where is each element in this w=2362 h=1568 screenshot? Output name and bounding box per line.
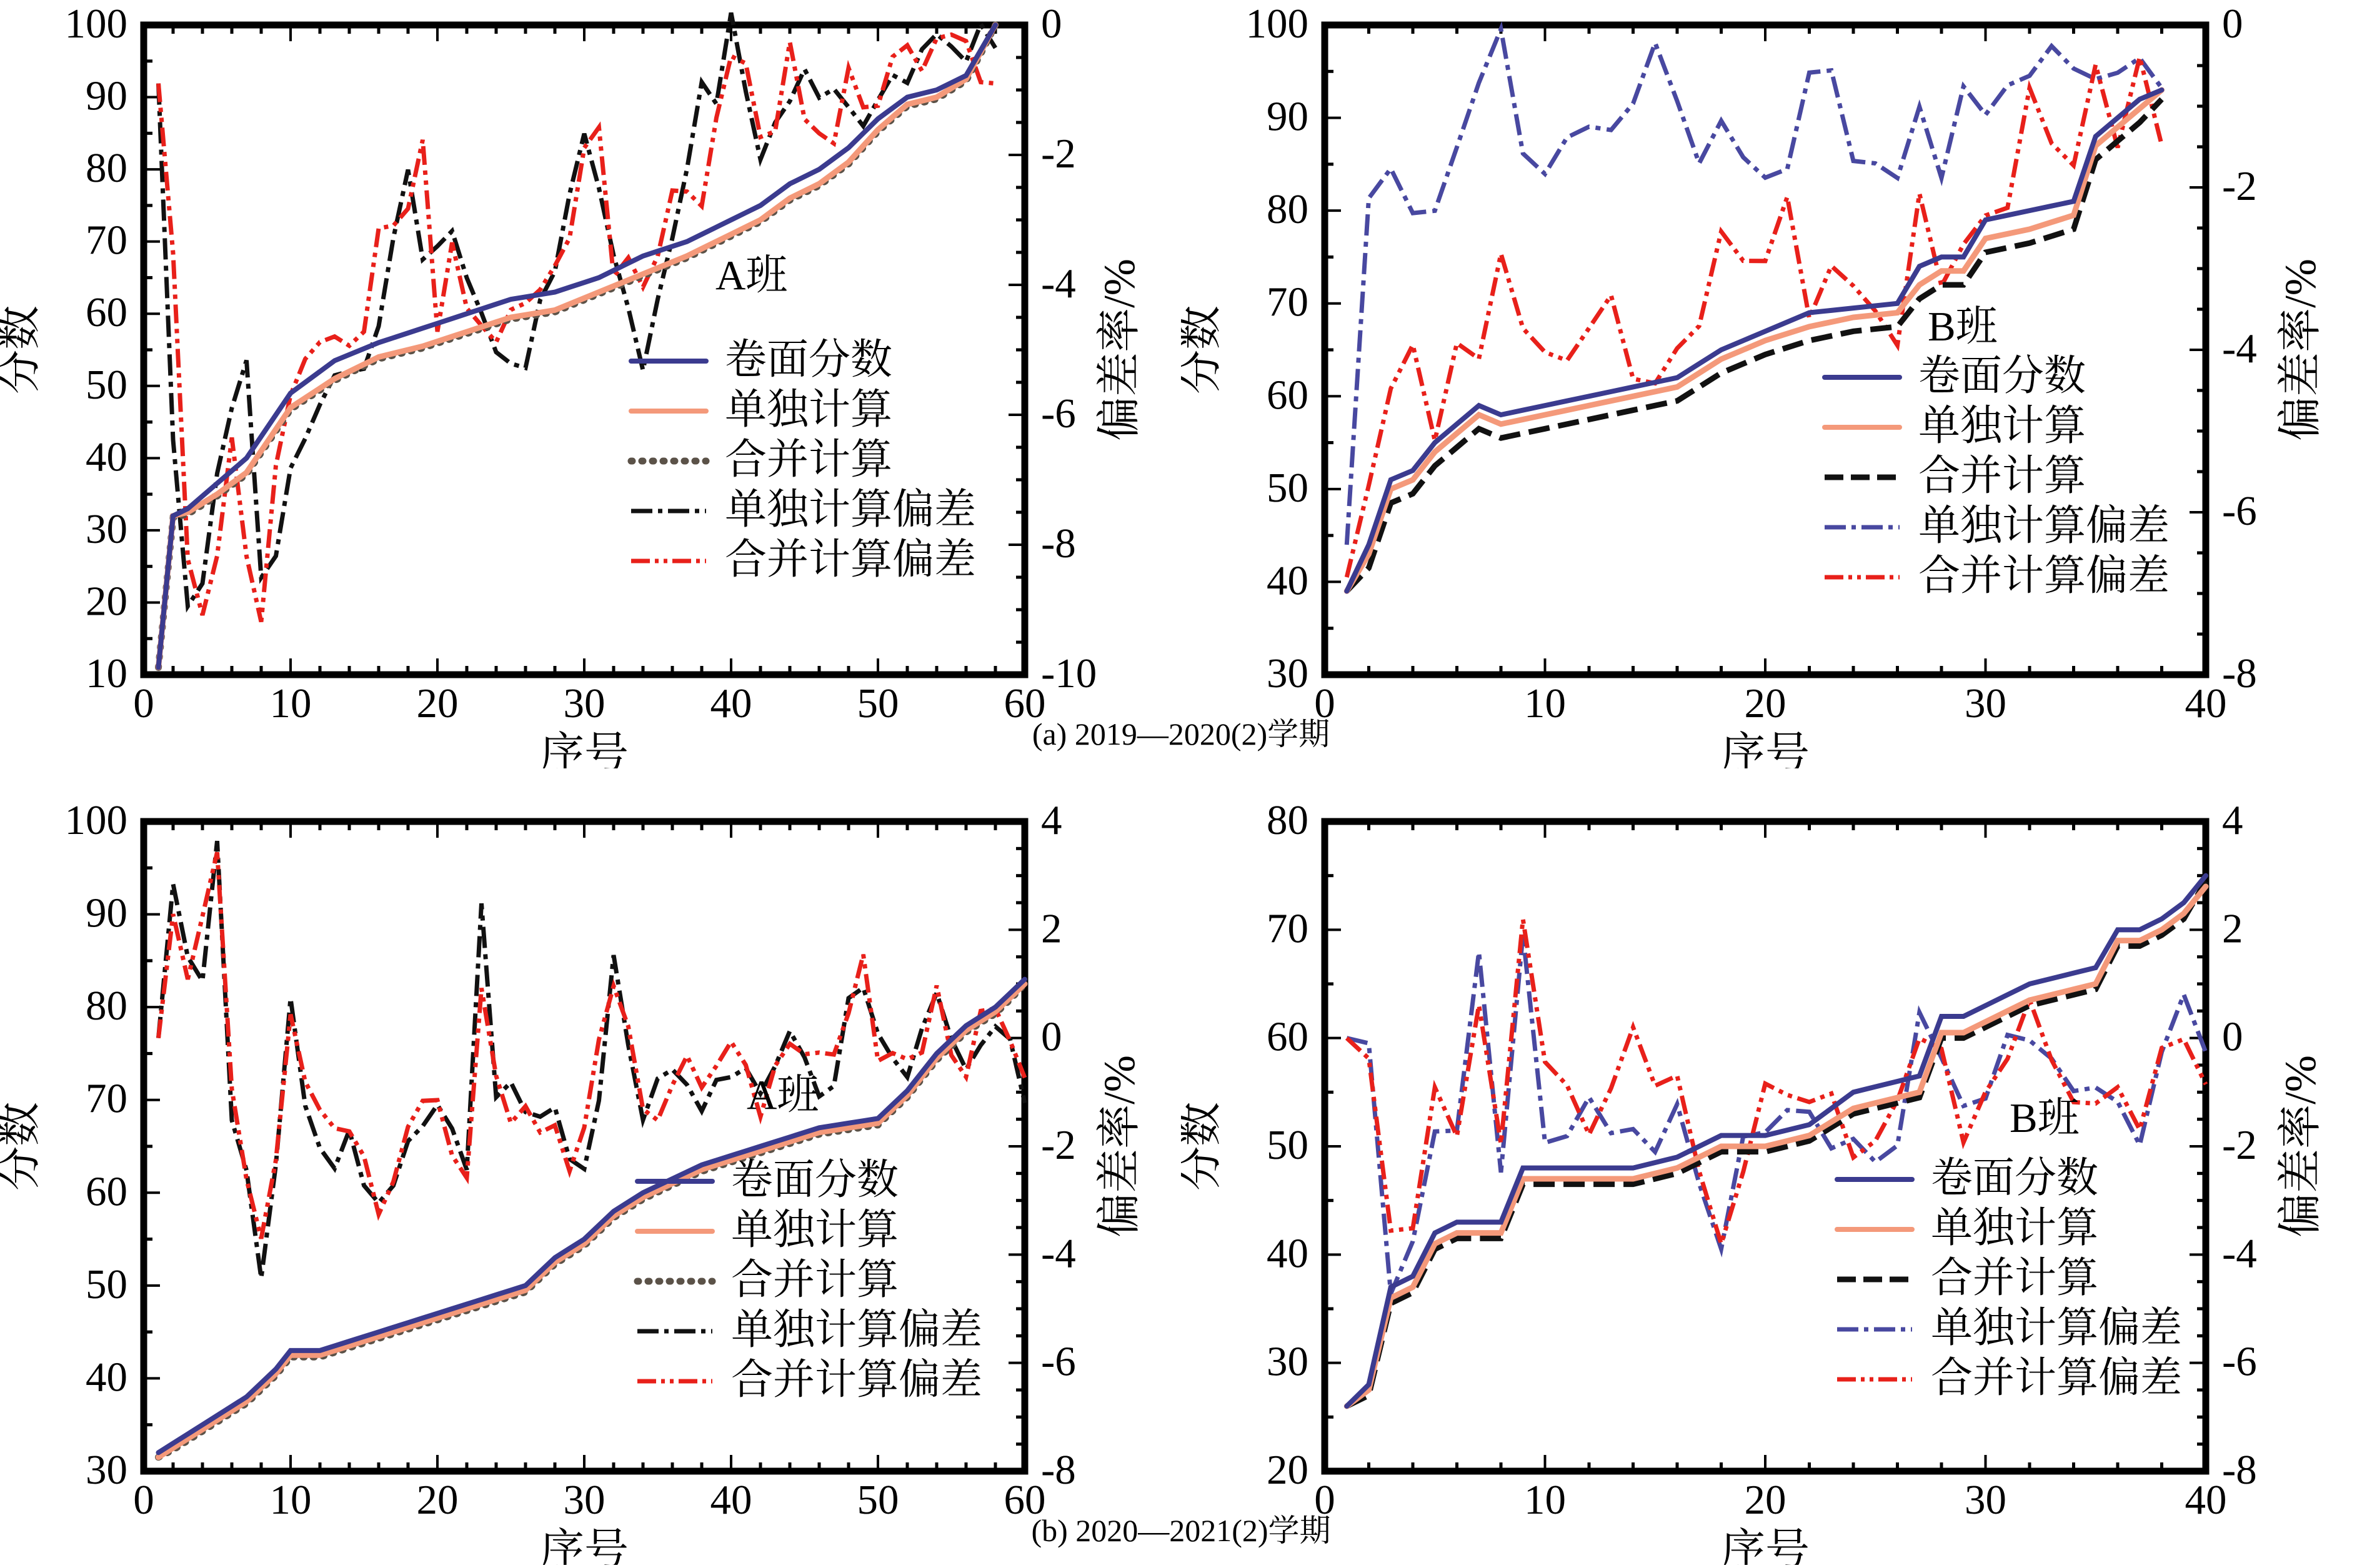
svg-text:-6: -6 (1041, 1339, 1076, 1385)
svg-text:偏差率/%: 偏差率/% (1095, 1055, 1144, 1238)
svg-text:单独计算: 单独计算 (1931, 1205, 2098, 1251)
svg-text:100: 100 (65, 797, 128, 843)
svg-text:100: 100 (65, 1, 128, 47)
svg-text:-4: -4 (2222, 325, 2257, 372)
svg-text:合并计算偏差: 合并计算偏差 (731, 1357, 982, 1403)
svg-text:-6: -6 (1041, 390, 1076, 437)
svg-text:70: 70 (1267, 905, 1308, 951)
svg-text:卷面分数: 卷面分数 (1918, 353, 2086, 399)
svg-text:2: 2 (1041, 905, 1062, 951)
svg-text:单独计算: 单独计算 (725, 387, 892, 433)
svg-text:合并计算: 合并计算 (1931, 1255, 2098, 1301)
svg-text:B班: B班 (1928, 304, 1998, 350)
svg-text:90: 90 (86, 73, 127, 119)
svg-text:4: 4 (1041, 797, 1062, 843)
svg-text:-10: -10 (1041, 650, 1097, 697)
svg-text:-2: -2 (1041, 131, 1076, 177)
svg-text:50: 50 (86, 362, 127, 408)
svg-text:卷面分数: 卷面分数 (1931, 1155, 2098, 1201)
svg-text:分数: 分数 (0, 305, 44, 394)
svg-text:80: 80 (1267, 186, 1308, 232)
svg-text:30: 30 (86, 506, 127, 552)
svg-text:0: 0 (1041, 1, 1062, 47)
svg-text:20: 20 (1267, 1447, 1308, 1493)
svg-text:0: 0 (1041, 1014, 1062, 1060)
svg-text:40: 40 (1267, 557, 1308, 603)
svg-text:70: 70 (1267, 279, 1308, 325)
svg-text:40: 40 (86, 434, 127, 480)
svg-text:30: 30 (86, 1447, 127, 1493)
svg-text:0: 0 (2222, 1014, 2243, 1060)
svg-text:30: 30 (1267, 650, 1308, 697)
svg-text:0: 0 (2222, 1, 2243, 47)
svg-text:40: 40 (1267, 1230, 1308, 1276)
svg-text:60: 60 (1267, 372, 1308, 418)
svg-text:30: 30 (1267, 1339, 1308, 1385)
svg-text:80: 80 (1267, 797, 1308, 843)
svg-text:分数: 分数 (1181, 1102, 1225, 1191)
svg-text:单独计算偏差: 单独计算偏差 (1931, 1305, 2182, 1351)
svg-text:-6: -6 (2222, 488, 2257, 534)
svg-text:-8: -8 (1041, 1447, 1076, 1493)
svg-text:10: 10 (86, 650, 127, 697)
svg-text:合并计算: 合并计算 (1918, 453, 2086, 499)
svg-text:-8: -8 (2222, 650, 2257, 697)
svg-text:90: 90 (1267, 94, 1308, 140)
svg-text:80: 80 (86, 983, 127, 1029)
svg-text:60: 60 (86, 289, 127, 335)
svg-text:分数: 分数 (1181, 305, 1225, 394)
svg-text:-8: -8 (1041, 520, 1076, 567)
svg-text:单独计算: 单独计算 (731, 1207, 899, 1253)
svg-text:单独计算: 单独计算 (1918, 403, 2086, 449)
svg-text:50: 50 (86, 1261, 127, 1307)
svg-text:-8: -8 (2222, 1447, 2257, 1493)
svg-text:-2: -2 (2222, 163, 2257, 209)
svg-text:A班: A班 (747, 1072, 819, 1118)
svg-text:-4: -4 (1041, 261, 1076, 307)
svg-text:-6: -6 (2222, 1339, 2257, 1385)
svg-text:-2: -2 (2222, 1122, 2257, 1168)
svg-text:偏差率/%: 偏差率/% (2276, 1055, 2325, 1238)
svg-text:单独计算偏差: 单独计算偏差 (731, 1307, 982, 1353)
svg-text:合并计算偏差: 合并计算偏差 (1918, 553, 2170, 599)
svg-text:-4: -4 (1041, 1230, 1076, 1276)
svg-text:卷面分数: 卷面分数 (731, 1157, 899, 1203)
svg-text:卷面分数: 卷面分数 (725, 337, 892, 383)
svg-text:偏差率/%: 偏差率/% (1095, 259, 1144, 441)
svg-text:4: 4 (2222, 797, 2243, 843)
svg-text:40: 40 (86, 1354, 127, 1400)
svg-text:单独计算偏差: 单独计算偏差 (725, 487, 976, 533)
svg-text:合并计算: 合并计算 (731, 1257, 899, 1303)
svg-text:50: 50 (1267, 465, 1308, 511)
svg-text:-2: -2 (1041, 1122, 1076, 1168)
svg-text:20: 20 (86, 578, 127, 624)
svg-text:合并计算: 合并计算 (725, 437, 892, 483)
svg-text:60: 60 (86, 1168, 127, 1214)
svg-text:100: 100 (1246, 1, 1309, 47)
svg-text:合并计算偏差: 合并计算偏差 (1931, 1355, 2182, 1401)
svg-text:70: 70 (86, 1076, 127, 1122)
svg-text:70: 70 (86, 217, 127, 264)
svg-text:-4: -4 (2222, 1230, 2257, 1276)
svg-text:分数: 分数 (0, 1102, 44, 1191)
svg-text:60: 60 (1267, 1014, 1308, 1060)
svg-text:B班: B班 (2010, 1095, 2080, 1141)
svg-text:50: 50 (1267, 1122, 1308, 1168)
svg-text:合并计算偏差: 合并计算偏差 (725, 537, 976, 583)
svg-text:单独计算偏差: 单独计算偏差 (1918, 503, 2170, 549)
svg-text:2: 2 (2222, 905, 2243, 951)
svg-text:80: 80 (86, 145, 127, 191)
svg-text:90: 90 (86, 890, 127, 936)
svg-text:偏差率/%: 偏差率/% (2276, 259, 2325, 441)
svg-text:A班: A班 (715, 252, 787, 299)
